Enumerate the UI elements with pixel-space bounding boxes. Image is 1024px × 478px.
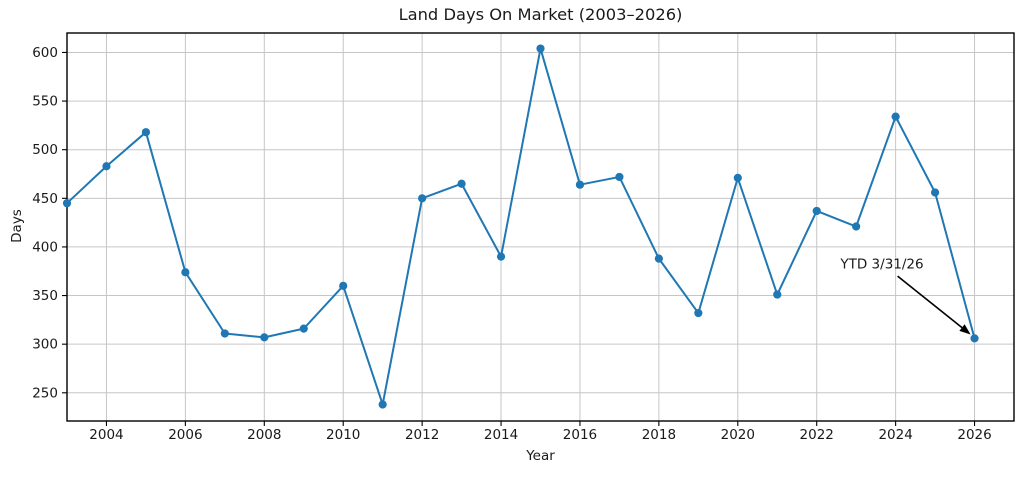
x-tick-label: 2010 xyxy=(326,427,360,443)
annotation-arrowhead xyxy=(959,324,971,335)
x-tick-label: 2018 xyxy=(642,427,676,443)
plot-border xyxy=(66,32,1015,422)
x-tick-label: 2008 xyxy=(247,427,281,443)
x-tick-label: 2014 xyxy=(484,427,518,443)
data-point-2024 xyxy=(891,112,900,121)
data-point-2019 xyxy=(694,308,703,318)
data-point-2017 xyxy=(615,172,624,182)
data-point-2016 xyxy=(575,180,585,189)
annotation-arrow xyxy=(897,275,963,329)
annotation-label: YTD 3/31/26 xyxy=(839,256,923,272)
y-tick-label: 300 xyxy=(32,337,58,353)
data-point-2022 xyxy=(812,206,821,216)
data-point-2014 xyxy=(496,252,506,261)
data-point-2003 xyxy=(62,199,72,208)
data-point-2007 xyxy=(220,329,229,338)
data-point-2025 xyxy=(930,188,940,197)
data-point-2009 xyxy=(299,324,308,333)
y-tick-label: 250 xyxy=(32,385,58,401)
y-tick-label: 550 xyxy=(32,94,58,110)
data-point-2004 xyxy=(102,162,111,171)
y-tick-label: 450 xyxy=(32,191,58,207)
data-point-2021 xyxy=(773,290,782,299)
trend-line xyxy=(66,47,976,406)
chart-title: Land Days On Market (2003–2026) xyxy=(398,5,683,24)
data-point-2012 xyxy=(418,194,427,203)
data-point-2008 xyxy=(260,333,269,342)
x-tick-label: 2024 xyxy=(878,427,912,443)
x-tick-label: 2020 xyxy=(721,427,755,443)
data-point-2023 xyxy=(852,222,861,231)
y-tick-label: 500 xyxy=(32,142,58,158)
y-axis-label: Days xyxy=(9,209,25,243)
data-point-2015 xyxy=(536,44,545,53)
x-tick-label: 2006 xyxy=(168,427,202,443)
data-point-2013 xyxy=(457,179,466,188)
x-tick-label: 2016 xyxy=(563,427,597,443)
data-point-2018 xyxy=(654,254,663,263)
x-axis-label: Year xyxy=(526,448,555,464)
y-tick-label: 400 xyxy=(32,239,58,255)
data-point-2011 xyxy=(378,400,387,409)
data-point-2020 xyxy=(733,173,742,182)
x-tick-label: 2026 xyxy=(957,427,991,443)
data-point-2010 xyxy=(339,281,348,290)
y-tick-label: 350 xyxy=(32,288,58,304)
x-tick-label: 2004 xyxy=(89,427,123,443)
y-tick-label: 600 xyxy=(32,45,58,61)
data-point-2006 xyxy=(181,268,190,277)
data-point-2026 xyxy=(970,334,979,343)
x-tick-label: 2022 xyxy=(800,427,834,443)
x-tick-label: 2012 xyxy=(405,427,439,443)
data-point-2005 xyxy=(141,128,151,137)
